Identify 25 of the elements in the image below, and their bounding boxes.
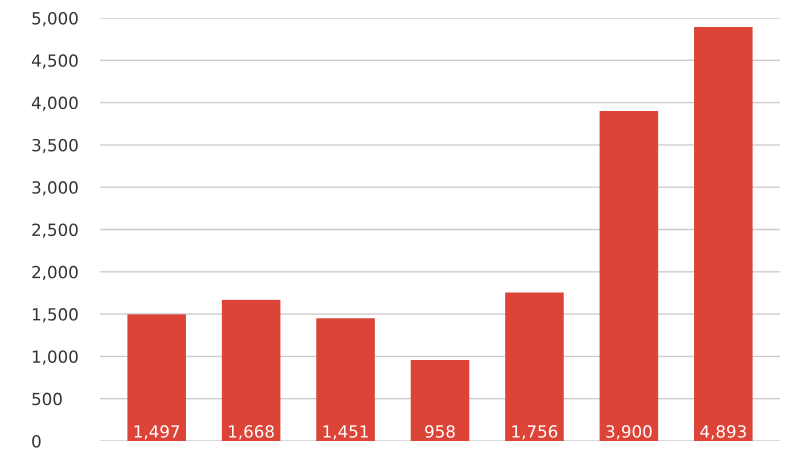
data-label: 4,893 xyxy=(700,425,746,440)
bar xyxy=(316,318,375,441)
data-label: 1,451 xyxy=(324,425,368,440)
bar xyxy=(127,314,186,441)
y-tick-label: 2,500 xyxy=(32,223,78,238)
y-tick-label: 4,500 xyxy=(32,54,78,69)
bar xyxy=(222,300,280,441)
bar xyxy=(410,360,470,441)
data-label: 1,497 xyxy=(134,425,180,440)
y-tick-label: 1,500 xyxy=(32,308,78,322)
y-tick-label: 500 xyxy=(32,392,62,406)
bar xyxy=(694,27,753,441)
y-tick-label: 2,000 xyxy=(32,266,78,280)
data-label: 1,756 xyxy=(512,425,558,440)
y-tick-label: 3,000 xyxy=(32,181,78,196)
y-tick-label: 1,000 xyxy=(32,350,78,365)
y-tick-label: 5,000 xyxy=(32,12,78,26)
data-label: 1,668 xyxy=(229,425,274,440)
bar xyxy=(505,292,564,441)
y-tick-label: 0 xyxy=(32,434,41,448)
bar xyxy=(600,111,658,441)
data-label: 3,900 xyxy=(606,425,652,440)
y-tick-label: 3,500 xyxy=(32,138,78,154)
y-tick-label: 4,000 xyxy=(32,96,78,111)
data-label: 958 xyxy=(425,425,455,438)
